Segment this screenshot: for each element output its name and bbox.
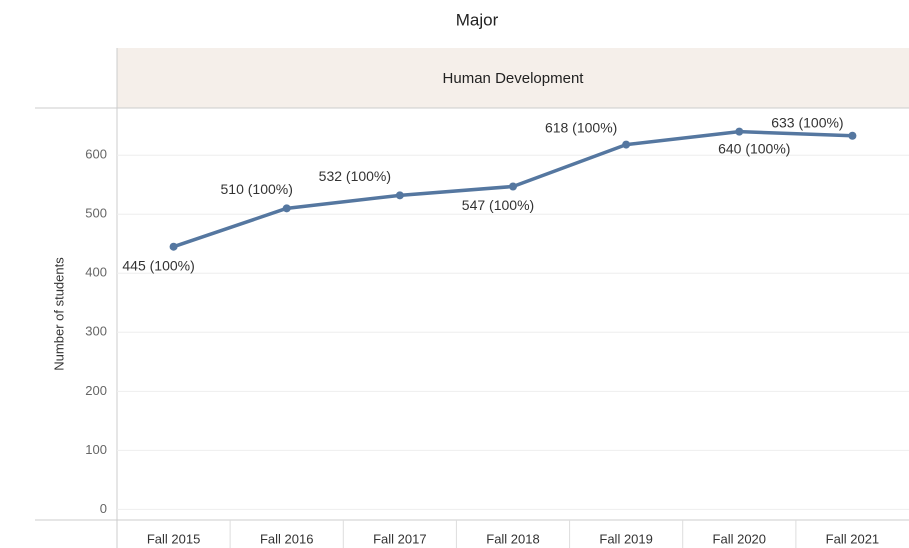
data-label: 532 (100%) [319, 168, 391, 184]
data-label: 640 (100%) [718, 140, 790, 156]
point [282, 204, 291, 213]
x-tick-label: Fall 2018 [486, 531, 539, 546]
x-tick-label: Fall 2020 [713, 531, 766, 546]
point [395, 191, 404, 200]
data-label: 547 (100%) [462, 197, 534, 213]
point [735, 127, 744, 136]
x-tick-label: Fall 2019 [599, 531, 652, 546]
point [509, 182, 517, 191]
x-tick-label: Fall 2017 [373, 531, 426, 546]
y-tick-label: 0 [100, 501, 107, 516]
point [848, 131, 857, 140]
y-axis-label: Number of students [51, 257, 66, 371]
y-tick-label: 100 [85, 442, 107, 457]
data-label: 633 (100%) [771, 114, 843, 130]
point [169, 242, 178, 251]
x-tick-label: Fall 2021 [826, 531, 879, 546]
y-tick-label: 500 [85, 206, 107, 221]
data-label: 618 (100%) [545, 119, 617, 135]
data-label: 510 (100%) [221, 181, 293, 197]
y-tick-label: 200 [85, 383, 107, 398]
data-label: 445 (100%) [122, 257, 194, 273]
facet-label: Human Development [443, 70, 585, 87]
y-tick-label: 600 [85, 147, 107, 162]
x-tick-label: Fall 2016 [260, 531, 313, 546]
y-tick-label: 400 [85, 265, 107, 280]
y-tick-label: 300 [85, 324, 107, 339]
x-tick-label: Fall 2015 [147, 531, 200, 546]
facet-header [117, 48, 909, 108]
point [622, 140, 631, 149]
chart-title: Major [456, 10, 499, 29]
